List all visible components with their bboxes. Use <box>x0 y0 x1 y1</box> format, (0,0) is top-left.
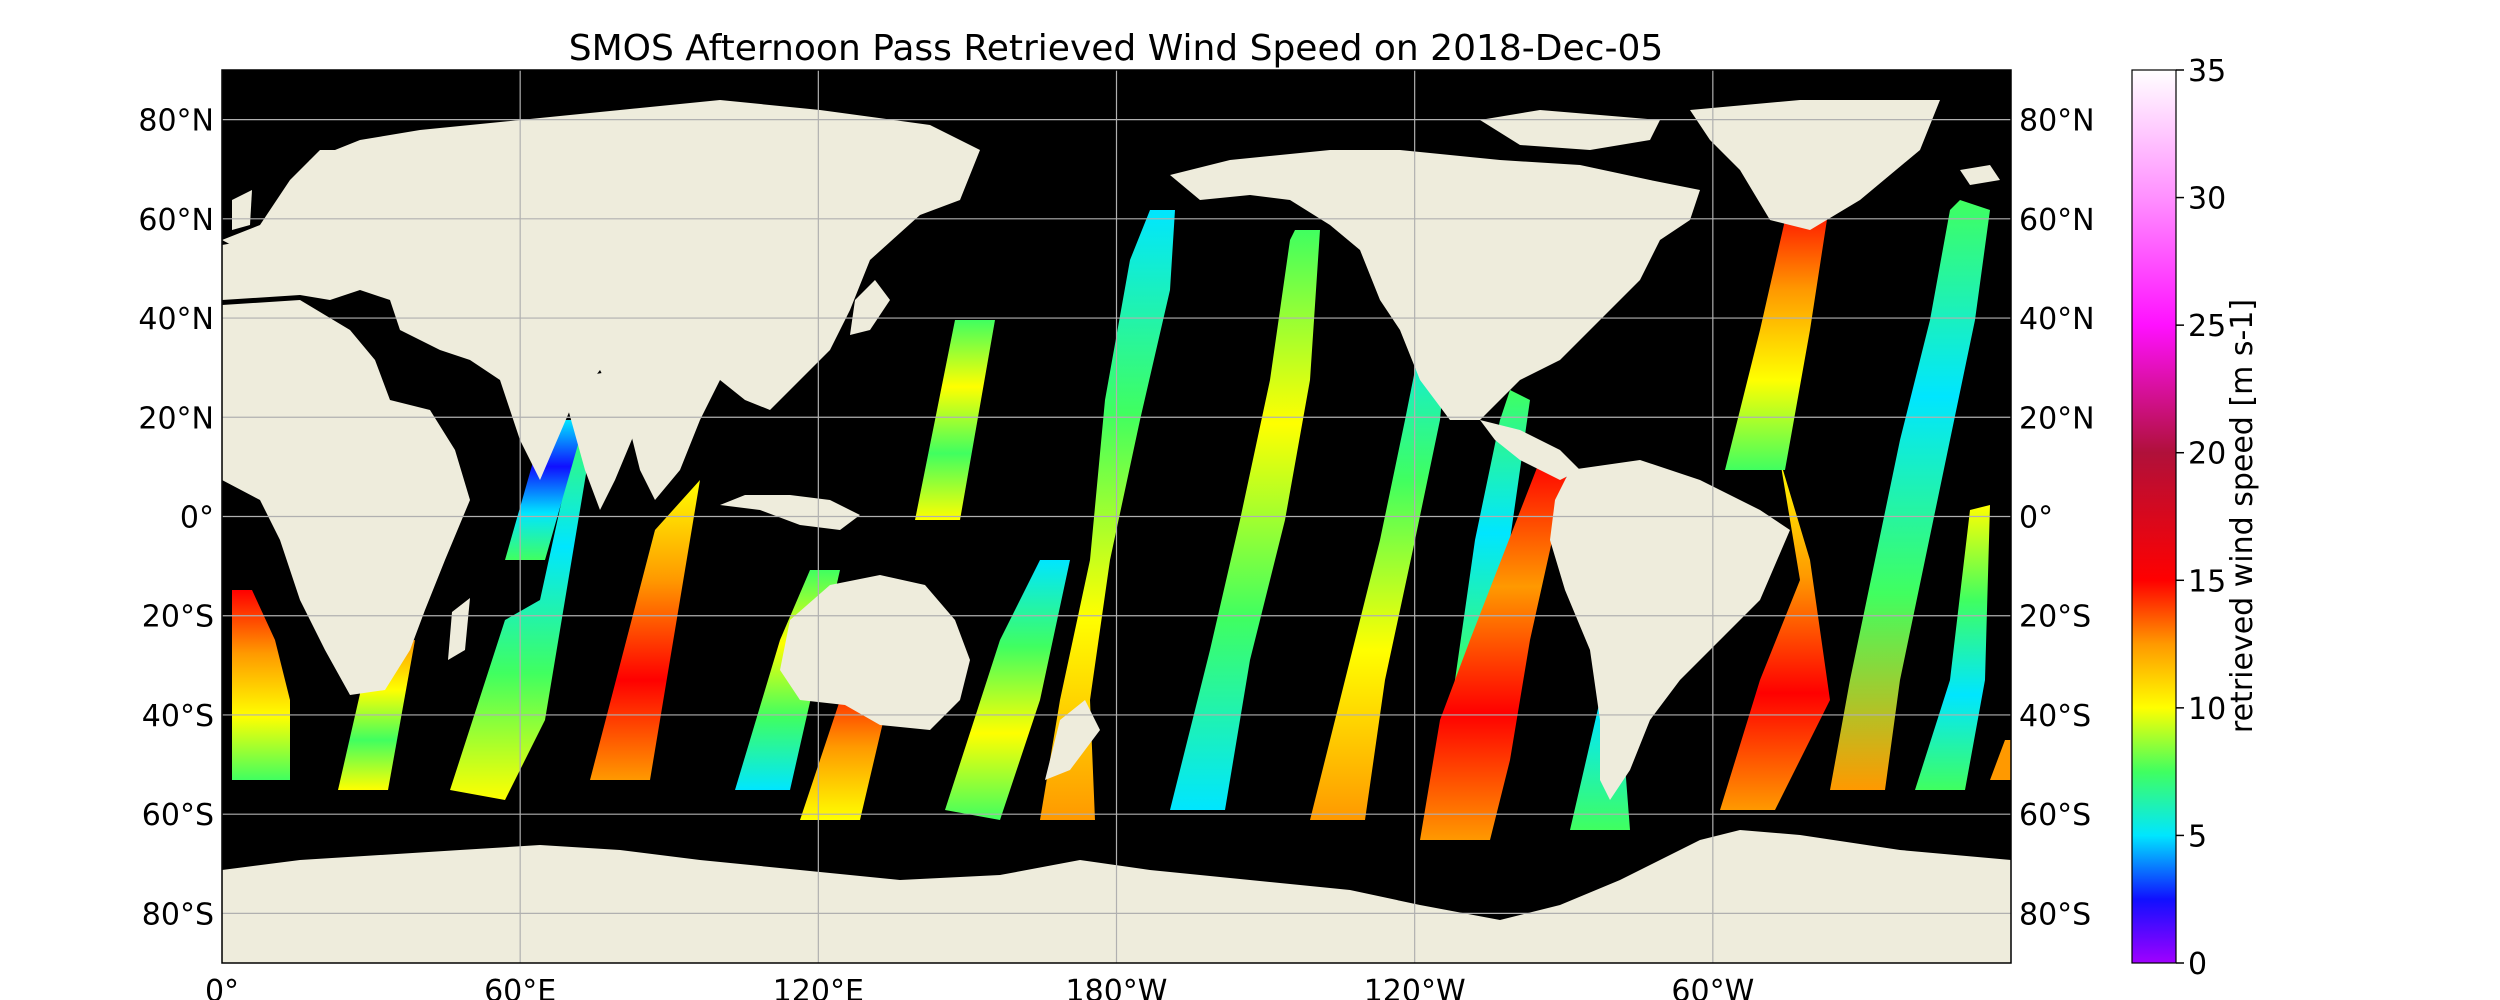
lat-tick-label: 40°S <box>2019 699 2091 734</box>
wind-swath <box>1720 460 1830 810</box>
wind-swath <box>590 480 700 780</box>
lat-tick-label: 40°N <box>2019 302 2095 337</box>
land-new-zealand <box>1045 700 1100 780</box>
lon-tick-label: 180°W <box>1066 974 1168 1000</box>
map-panel <box>222 70 2011 963</box>
colorbar-ticks: 0 5 10 15 20 25 30 35 <box>2176 54 2226 982</box>
wind-swath <box>1040 210 1175 820</box>
lat-tick-labels-left: 80°N 60°N 40°N 20°N 0° 20°S 40°S 60°S 80°S <box>138 104 214 933</box>
lat-tick-label: 20°N <box>138 401 214 436</box>
figure-title: SMOS Afternoon Pass Retrieved Wind Speed… <box>569 28 1664 69</box>
lat-tick-label: 60°N <box>2019 203 2095 238</box>
colorbar-tick-label: 25 <box>2188 309 2226 344</box>
colorbar-tick-label: 30 <box>2188 182 2226 217</box>
colorbar: 0 5 10 15 20 25 30 35 retrieved wind speed [m s… <box>2131 54 2260 982</box>
lon-tick-labels: 0° 60°E 120°E 180°W 120°W 60°W <box>205 974 1754 1000</box>
colorbar-tick-label: 20 <box>2188 437 2226 472</box>
lat-tick-label: 60°S <box>142 798 214 833</box>
wind-swath <box>915 320 995 520</box>
colorbar-gradient <box>2131 69 2177 964</box>
lon-tick-label: 60°E <box>484 974 556 1000</box>
wind-swath <box>505 420 585 560</box>
land-india <box>560 370 640 510</box>
wind-swath <box>1915 505 1990 790</box>
land-europe <box>222 150 400 260</box>
lat-tick-label: 80°S <box>142 897 214 932</box>
lat-tick-label: 0° <box>180 501 214 536</box>
land-central-america <box>1480 420 1580 480</box>
lat-tick-label: 80°N <box>2019 104 2095 139</box>
lat-tick-label: 40°S <box>142 699 214 734</box>
wind-swath <box>1990 740 2011 780</box>
lon-tick-label: 60°W <box>1671 974 1754 1000</box>
wind-swath <box>945 560 1070 820</box>
colorbar-label: retrieved wind speed [m s-1] <box>2225 299 2260 733</box>
wind-swath <box>450 420 595 800</box>
lat-tick-label: 20°S <box>2019 600 2091 635</box>
lat-tick-label: 60°S <box>2019 798 2091 833</box>
land-madagascar <box>448 598 470 660</box>
wind-swath <box>1420 460 1570 840</box>
land-japan <box>850 280 890 335</box>
gridlines <box>222 70 2011 963</box>
land-eurasia <box>222 100 980 500</box>
land-greenland <box>1690 100 1940 230</box>
lat-tick-label: 20°S <box>142 600 214 635</box>
land-indonesia <box>720 495 860 530</box>
lon-tick-label: 120°E <box>773 974 864 1000</box>
lon-tick-label: 120°W <box>1364 974 1466 1000</box>
colorbar-tick-label: 10 <box>2188 692 2226 727</box>
wind-swath <box>232 590 290 780</box>
wind-swath <box>1170 230 1320 810</box>
lat-tick-label: 80°S <box>2019 897 2091 932</box>
wind-swath <box>1830 200 1990 790</box>
lat-tick-label: 60°N <box>138 203 214 238</box>
lat-tick-labels-right: 80°N 60°N 40°N 20°N 0° 20°S 40°S 60°S 80°S <box>2019 104 2095 933</box>
lat-tick-label: 20°N <box>2019 401 2095 436</box>
colorbar-tick-label: 35 <box>2188 54 2226 89</box>
land-north-america <box>1170 150 1700 420</box>
map-frame <box>221 69 2012 964</box>
wind-swath <box>1725 200 1830 470</box>
colorbar-tick-label: 0 <box>2188 947 2207 982</box>
lat-tick-label: 0° <box>2019 501 2053 536</box>
lon-tick-label: 0° <box>205 974 239 1000</box>
land-africa <box>222 300 470 695</box>
land-uk <box>232 190 252 230</box>
lat-tick-label: 80°N <box>138 104 214 139</box>
lat-tick-label: 40°N <box>138 302 214 337</box>
colorbar-tick-label: 15 <box>2188 564 2226 599</box>
land-iceland <box>1960 165 2000 185</box>
land-australia <box>780 575 970 730</box>
colorbar-tick-label: 5 <box>2188 819 2207 854</box>
